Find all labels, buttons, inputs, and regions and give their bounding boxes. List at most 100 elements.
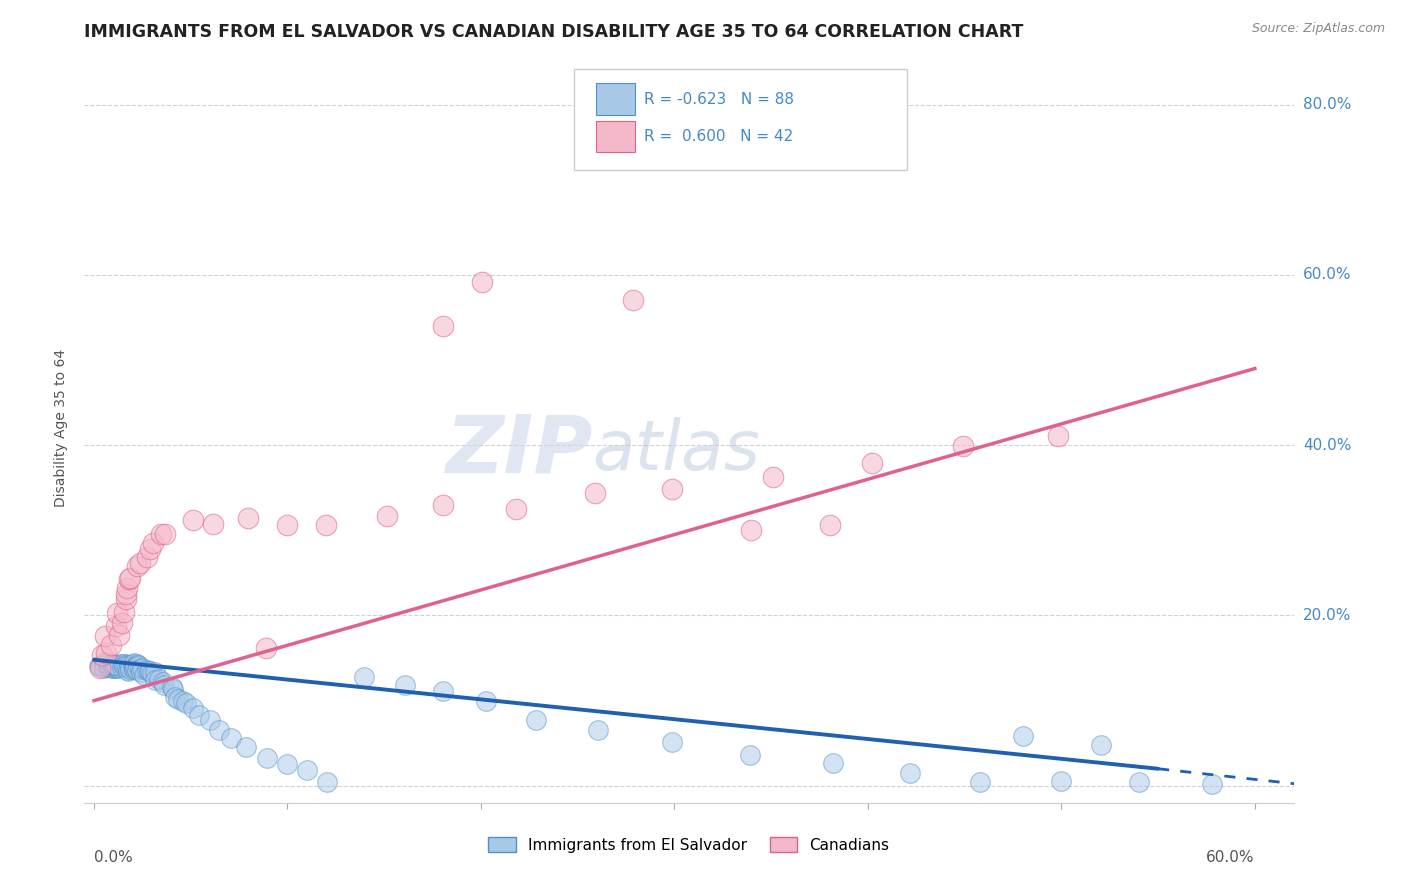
Point: [114, 658, 136, 673]
Point: [315, 517, 337, 532]
Point: [860, 456, 883, 470]
Point: [432, 498, 454, 512]
Point: [474, 694, 496, 708]
Point: [143, 665, 166, 679]
Point: [104, 660, 127, 674]
Legend: Immigrants from El Salvador, Canadians: Immigrants from El Salvador, Canadians: [482, 830, 896, 859]
Point: [103, 661, 125, 675]
Point: [1090, 739, 1112, 753]
Text: 0.0%: 0.0%: [94, 849, 132, 864]
Point: [276, 757, 298, 772]
Text: ZIP: ZIP: [444, 411, 592, 490]
Point: [524, 713, 547, 727]
Point: [89, 660, 111, 674]
Point: [117, 663, 139, 677]
Point: [1128, 775, 1150, 789]
Point: [586, 723, 609, 737]
Point: [122, 660, 145, 674]
Point: [104, 657, 127, 672]
Point: [114, 592, 136, 607]
Point: [89, 659, 111, 673]
Point: [127, 657, 149, 671]
Point: [118, 658, 141, 673]
Point: [97, 660, 120, 674]
Point: [104, 658, 127, 673]
Point: [93, 661, 115, 675]
Point: [118, 572, 141, 586]
Point: [1201, 777, 1223, 791]
Text: 60.0%: 60.0%: [1206, 849, 1254, 864]
Point: [740, 523, 762, 537]
Point: [115, 660, 138, 674]
Point: [740, 747, 762, 762]
Point: [107, 661, 129, 675]
Point: [108, 657, 131, 671]
Point: [432, 318, 454, 333]
Point: [198, 714, 221, 728]
Point: [297, 763, 319, 777]
Point: [661, 735, 683, 749]
Point: [131, 661, 153, 675]
Point: [353, 670, 375, 684]
Point: [375, 508, 398, 523]
Point: [621, 293, 644, 307]
Point: [96, 646, 118, 660]
Point: [108, 628, 131, 642]
Point: [221, 731, 243, 745]
Point: [125, 559, 148, 574]
Point: [898, 766, 921, 780]
Point: [94, 657, 117, 672]
Y-axis label: Disability Age 35 to 64: Disability Age 35 to 64: [55, 349, 69, 508]
Point: [122, 656, 145, 670]
Point: [142, 536, 165, 550]
Point: [120, 570, 142, 584]
Point: [98, 660, 121, 674]
Point: [122, 657, 145, 671]
Point: [148, 672, 170, 686]
Point: [141, 666, 163, 681]
Point: [152, 675, 174, 690]
Text: 20.0%: 20.0%: [1303, 608, 1351, 623]
Point: [165, 690, 187, 704]
Point: [208, 723, 231, 737]
Point: [117, 660, 139, 674]
Point: [1047, 429, 1070, 443]
Point: [471, 275, 494, 289]
Point: [105, 606, 128, 620]
FancyBboxPatch shape: [596, 121, 634, 153]
Point: [91, 648, 114, 663]
Text: IMMIGRANTS FROM EL SALVADOR VS CANADIAN DISABILITY AGE 35 TO 64 CORRELATION CHAR: IMMIGRANTS FROM EL SALVADOR VS CANADIAN …: [84, 23, 1024, 41]
Point: [90, 660, 112, 674]
Point: [762, 469, 785, 483]
Point: [143, 673, 166, 687]
Point: [139, 541, 162, 556]
Point: [117, 582, 139, 596]
Point: [181, 701, 204, 715]
Point: [132, 667, 155, 681]
Point: [128, 662, 150, 676]
Point: [181, 513, 204, 527]
Text: Source: ZipAtlas.com: Source: ZipAtlas.com: [1251, 22, 1385, 36]
Point: [432, 684, 454, 698]
Point: [101, 657, 124, 672]
Point: [122, 662, 145, 676]
Point: [172, 694, 194, 708]
Point: [276, 518, 298, 533]
Point: [105, 619, 128, 633]
Point: [952, 439, 974, 453]
Text: R = -0.623   N = 88: R = -0.623 N = 88: [644, 92, 794, 107]
Point: [1050, 774, 1073, 789]
Point: [135, 664, 157, 678]
Point: [238, 511, 260, 525]
Point: [112, 657, 135, 671]
Text: R =  0.600   N = 42: R = 0.600 N = 42: [644, 129, 793, 145]
Point: [118, 662, 141, 676]
Point: [505, 502, 527, 516]
Point: [114, 657, 136, 672]
Text: 80.0%: 80.0%: [1303, 97, 1351, 112]
FancyBboxPatch shape: [596, 84, 634, 115]
Point: [174, 696, 197, 710]
FancyBboxPatch shape: [574, 69, 907, 169]
Point: [125, 664, 148, 678]
Point: [87, 659, 110, 673]
